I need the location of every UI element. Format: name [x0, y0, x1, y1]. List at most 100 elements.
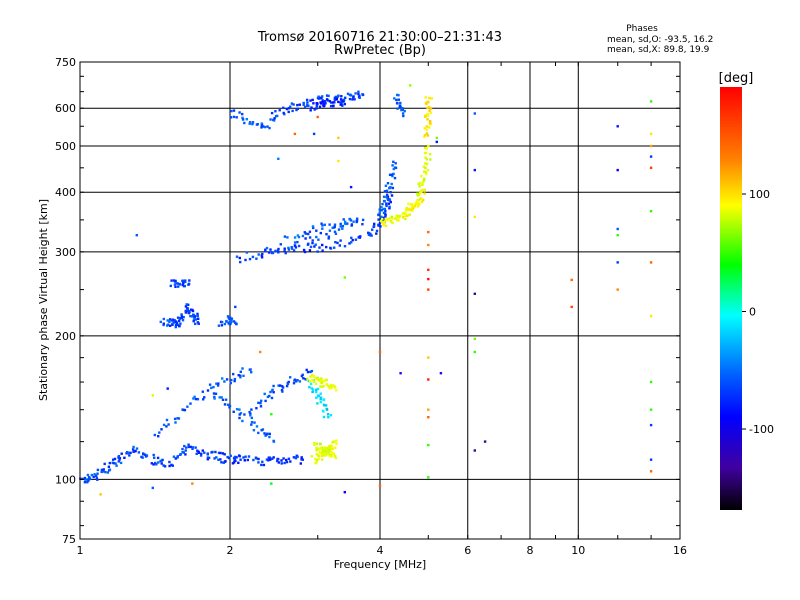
data-point: [154, 461, 157, 465]
data-point: [102, 469, 105, 473]
data-point: [404, 214, 408, 217]
data-point: [253, 421, 256, 424]
data-point: [319, 446, 322, 450]
colorbar-tick-label: 100: [749, 188, 770, 201]
data-point: [250, 423, 253, 426]
data-point: [389, 191, 392, 194]
data-point: [229, 381, 232, 385]
data-point: [331, 226, 334, 229]
data-point: [229, 116, 233, 119]
data-point: [649, 100, 653, 103]
data-point: [333, 246, 336, 249]
data-point: [95, 474, 98, 477]
data-point: [338, 244, 341, 247]
data-point: [428, 109, 431, 112]
data-point: [260, 126, 263, 129]
data-point: [337, 94, 340, 97]
data-point: [263, 125, 267, 129]
data-point: [315, 102, 318, 105]
data-point: [239, 370, 242, 373]
data-point: [382, 221, 386, 224]
data-point: [180, 313, 183, 316]
data-point: [234, 321, 237, 324]
data-point: [165, 418, 169, 422]
data-point: [249, 368, 252, 371]
data-point: [184, 279, 187, 282]
data-point: [331, 101, 335, 104]
data-point: [296, 234, 300, 237]
data-point: [245, 251, 249, 254]
data-point: [340, 102, 343, 106]
data-point: [329, 246, 332, 250]
data-point: [279, 384, 282, 387]
data-point: [183, 444, 186, 448]
data-point: [311, 239, 314, 242]
data-point: [328, 100, 332, 103]
data-point: [312, 226, 315, 230]
data-point: [337, 159, 340, 163]
data-point: [194, 322, 197, 326]
data-point: [315, 461, 318, 464]
data-point: [260, 254, 263, 257]
data-point: [233, 457, 236, 460]
data-point: [273, 117, 276, 120]
data-point: [423, 177, 426, 181]
data-point: [180, 316, 183, 320]
data-point: [429, 122, 432, 125]
data-point: [267, 459, 270, 462]
data-point: [238, 416, 241, 420]
data-point: [293, 241, 297, 244]
data-point: [241, 116, 244, 120]
data-point: [416, 198, 419, 202]
data-point: [287, 248, 291, 251]
data-point: [311, 388, 315, 391]
data-point: [113, 457, 117, 461]
data-point: [377, 218, 380, 221]
data-point: [126, 451, 129, 454]
data-point: [282, 111, 285, 115]
data-point: [324, 100, 327, 103]
data-point: [388, 205, 391, 208]
data-point: [145, 454, 149, 457]
data-point: [262, 125, 265, 128]
data-point: [395, 214, 398, 217]
data-point: [135, 447, 139, 450]
data-point: [242, 456, 245, 459]
data-point: [300, 456, 303, 459]
data-point: [315, 107, 318, 110]
data-point: [277, 384, 280, 387]
data-point: [397, 94, 400, 97]
data-point: [87, 479, 90, 482]
data-point: [169, 284, 172, 288]
data-point: [323, 404, 326, 407]
data-point: [206, 458, 209, 461]
data-point: [398, 105, 402, 108]
data-point: [210, 386, 213, 390]
data-point: [194, 397, 198, 401]
data-point: [401, 112, 405, 115]
data-point: [382, 218, 385, 222]
data-point: [315, 442, 319, 445]
data-point: [250, 371, 253, 374]
data-point: [174, 279, 177, 283]
data-point: [221, 377, 224, 380]
data-point: [439, 372, 443, 375]
data-point: [370, 234, 373, 237]
data-point: [176, 455, 179, 458]
data-point: [132, 450, 135, 453]
data-point: [232, 320, 236, 323]
data-point: [158, 431, 161, 434]
data-point: [330, 384, 333, 387]
data-point: [246, 458, 249, 462]
data-point: [333, 230, 337, 233]
data-point: [308, 249, 312, 252]
data-point: [187, 445, 190, 449]
data-point: [114, 462, 117, 465]
data-point: [279, 243, 282, 246]
data-point: [420, 197, 424, 201]
data-point: [418, 199, 421, 202]
data-point: [129, 451, 132, 454]
data-point: [172, 455, 176, 458]
data-point: [367, 233, 371, 236]
data-point: [255, 407, 258, 410]
